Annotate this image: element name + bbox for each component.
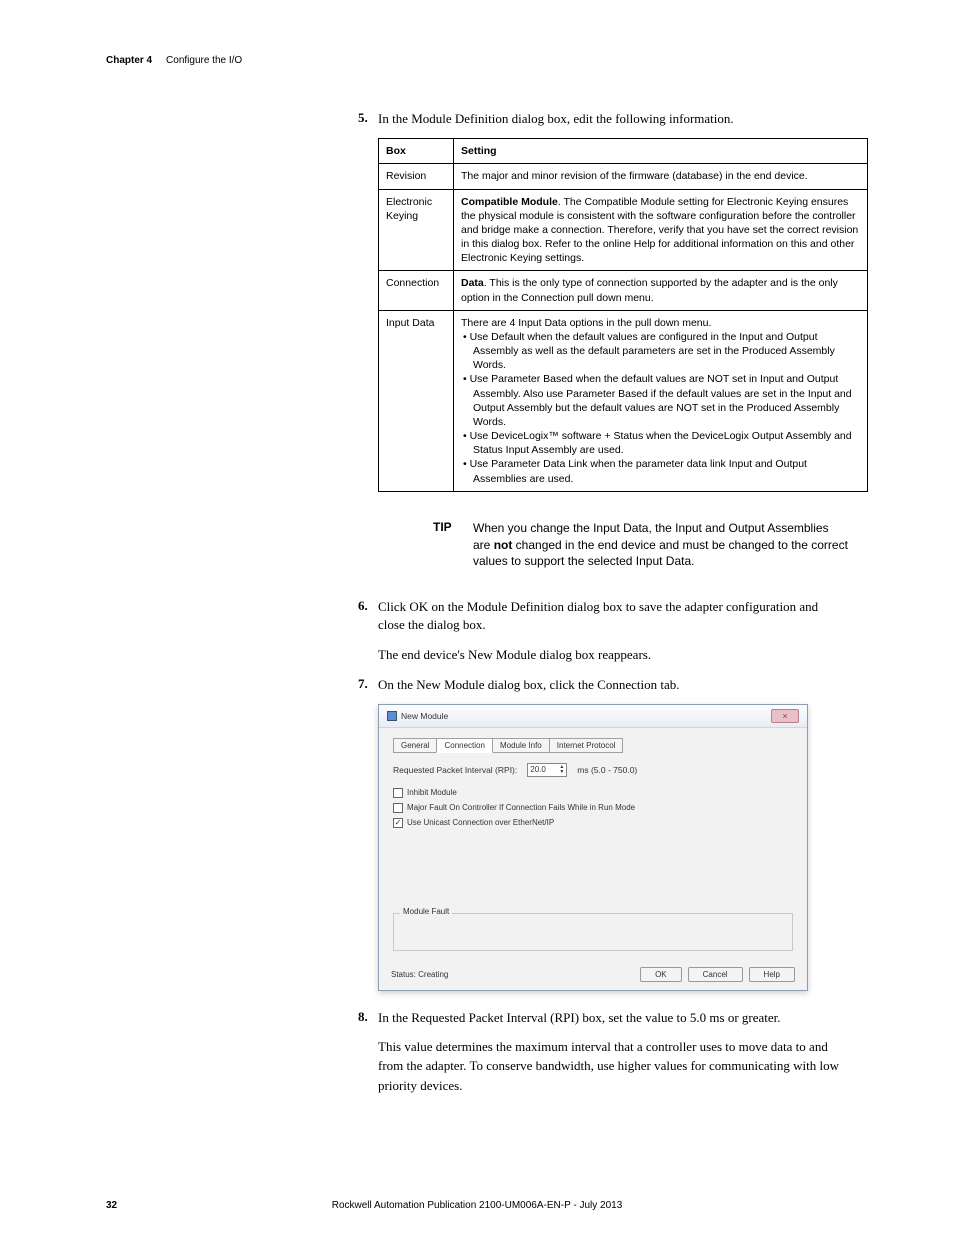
- rpi-input[interactable]: 20.0 ▲▼: [527, 763, 567, 777]
- tab-general[interactable]: General: [393, 738, 437, 753]
- step-5: 5. In the Module Definition dialog box, …: [358, 110, 848, 128]
- cell-setting: Data. This is the only type of connectio…: [454, 271, 868, 310]
- dialog-title: New Module: [401, 711, 448, 721]
- unicast-checkbox[interactable]: ✓: [393, 818, 403, 828]
- step-8: 8. In the Requested Packet Interval (RPI…: [358, 1009, 848, 1027]
- cell-box: Electronic Keying: [379, 189, 454, 271]
- close-button[interactable]: ×: [771, 709, 799, 723]
- step-text: In the Module Definition dialog box, edi…: [378, 110, 734, 128]
- status-text: Status: Creating: [391, 970, 448, 979]
- cell-box: Input Data: [379, 310, 454, 491]
- dialog-footer: Status: Creating OK Cancel Help: [379, 959, 807, 990]
- rpi-spinner[interactable]: ▲▼: [559, 765, 564, 775]
- step-6: 6. Click OK on the Module Definition dia…: [358, 598, 848, 634]
- dialog-body: General Connection Module Info Internet …: [379, 728, 807, 958]
- settings-table: Box Setting Revision The major and minor…: [378, 138, 868, 492]
- chapter-header: Chapter 4 Configure the I/O: [106, 55, 242, 66]
- step-number: 8.: [358, 1009, 378, 1027]
- new-module-dialog: New Module × General Connection Module I…: [378, 704, 808, 990]
- tip-block: TIP When you change the Input Data, the …: [433, 520, 848, 570]
- table-row: Revision The major and minor revision of…: [379, 164, 868, 189]
- tip-label: TIP: [433, 520, 473, 570]
- table-header-row: Box Setting: [379, 139, 868, 164]
- chapter-title: Configure the I/O: [155, 55, 242, 66]
- checkbox-row: ✓ Use Unicast Connection over EtherNet/IP: [393, 817, 793, 828]
- step-number: 7.: [358, 676, 378, 694]
- cell-box: Connection: [379, 271, 454, 310]
- step-text: In the Requested Packet Interval (RPI) b…: [378, 1009, 781, 1027]
- th-setting: Setting: [454, 139, 868, 164]
- rpi-row: Requested Packet Interval (RPI): 20.0 ▲▼…: [393, 763, 793, 777]
- table-row: Connection Data. This is the only type o…: [379, 271, 868, 310]
- page-content: 5. In the Module Definition dialog box, …: [358, 110, 848, 1107]
- inhibit-label: Inhibit Module: [407, 788, 457, 797]
- tab-strip: General Connection Module Info Internet …: [393, 738, 793, 753]
- chapter-label: Chapter 4: [106, 55, 152, 66]
- list-item: Use Parameter Data Link when the paramet…: [473, 457, 860, 485]
- table-row: Electronic Keying Compatible Module. The…: [379, 189, 868, 271]
- tab-connection[interactable]: Connection: [436, 738, 492, 753]
- module-fault-group: Module Fault: [393, 913, 793, 951]
- list-item: Use Parameter Based when the default val…: [473, 372, 860, 429]
- help-button[interactable]: Help: [749, 967, 795, 982]
- step-number: 5.: [358, 110, 378, 128]
- cancel-button[interactable]: Cancel: [688, 967, 743, 982]
- tab-module-info[interactable]: Module Info: [492, 738, 550, 753]
- th-box: Box: [379, 139, 454, 164]
- cell-setting: Compatible Module. The Compatible Module…: [454, 189, 868, 271]
- step-number: 6.: [358, 598, 378, 634]
- checkbox-row: Major Fault On Controller If Connection …: [393, 802, 793, 813]
- inhibit-checkbox[interactable]: [393, 788, 403, 798]
- rpi-range: ms (5.0 - 750.0): [577, 765, 637, 775]
- dialog-icon: [387, 711, 397, 721]
- publication-info: Rockwell Automation Publication 2100-UM0…: [0, 1200, 954, 1211]
- cell-setting: There are 4 Input Data options in the pu…: [454, 310, 868, 491]
- step-text: On the New Module dialog box, click the …: [378, 676, 679, 694]
- tab-internet-protocol[interactable]: Internet Protocol: [549, 738, 624, 753]
- dialog-titlebar: New Module ×: [379, 705, 807, 728]
- cell-box: Revision: [379, 164, 454, 189]
- list-item: Use Default when the default values are …: [473, 330, 860, 373]
- step-followup: This value determines the maximum interv…: [378, 1037, 848, 1096]
- rpi-label: Requested Packet Interval (RPI):: [393, 765, 517, 775]
- major-fault-label: Major Fault On Controller If Connection …: [407, 803, 635, 812]
- tip-text: When you change the Input Data, the Inpu…: [473, 520, 848, 570]
- unicast-label: Use Unicast Connection over EtherNet/IP: [407, 818, 554, 827]
- ok-button[interactable]: OK: [640, 967, 682, 982]
- table-row: Input Data There are 4 Input Data option…: [379, 310, 868, 491]
- cell-setting: The major and minor revision of the firm…: [454, 164, 868, 189]
- major-fault-checkbox[interactable]: [393, 803, 403, 813]
- step-7: 7. On the New Module dialog box, click t…: [358, 676, 848, 694]
- list-item: Use DeviceLogix™ software + Status when …: [473, 429, 860, 457]
- step-followup: The end device's New Module dialog box r…: [378, 645, 848, 665]
- module-fault-label: Module Fault: [400, 907, 452, 916]
- checkbox-row: Inhibit Module: [393, 787, 793, 798]
- step-text: Click OK on the Module Definition dialog…: [378, 598, 848, 634]
